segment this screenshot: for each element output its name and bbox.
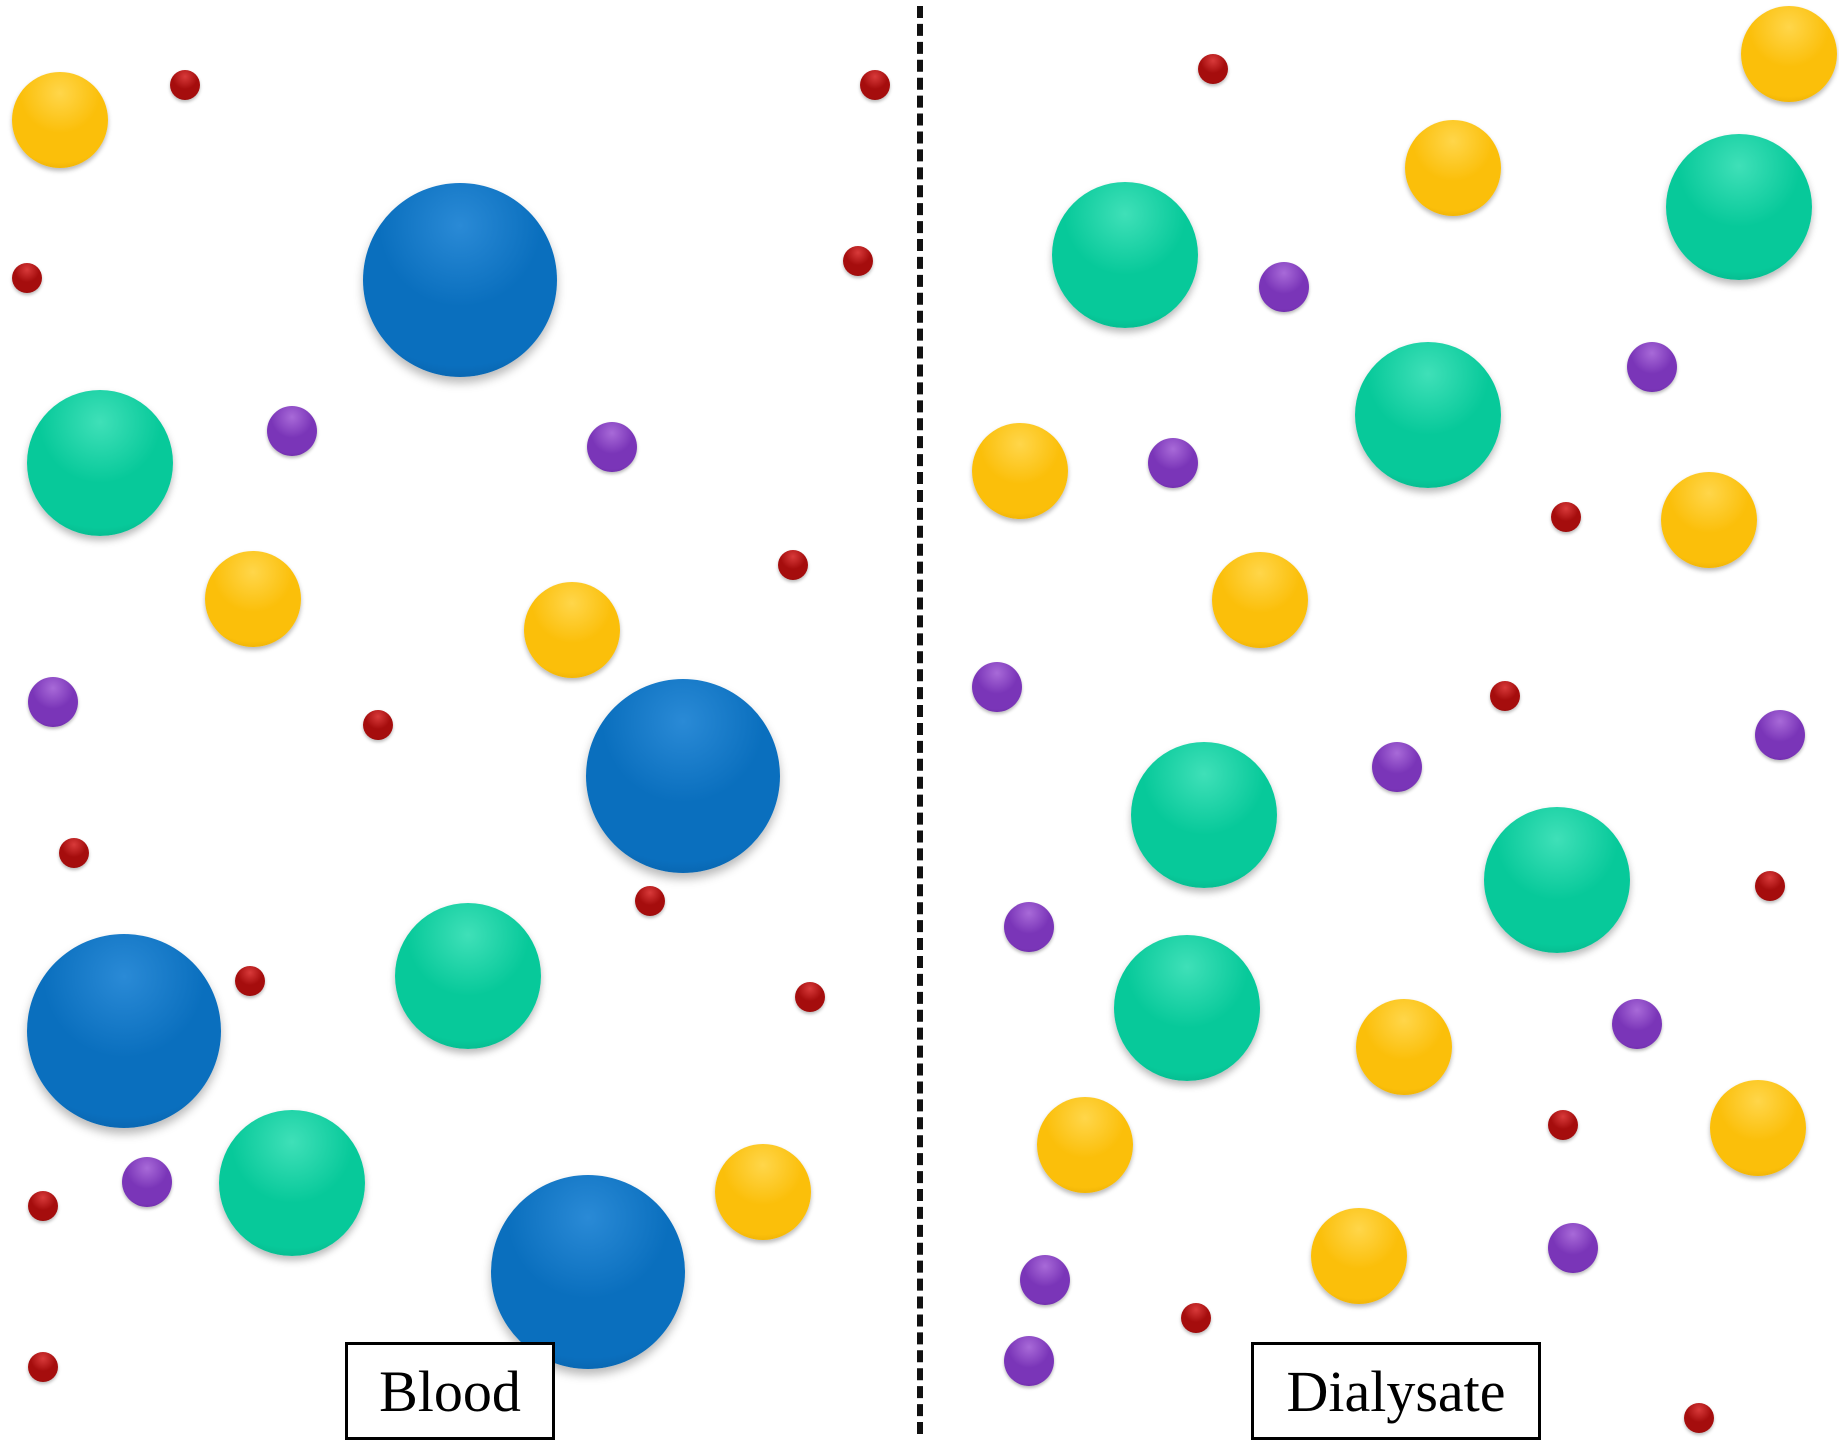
solute-sphere [1661,472,1757,568]
small-solute-sphere [1548,1223,1598,1273]
large-molecule-sphere [363,183,557,377]
tiny-solute-sphere [363,710,393,740]
solute-sphere [524,582,620,678]
tiny-solute-sphere [12,263,42,293]
solute-sphere [1212,552,1308,648]
medium-molecule-sphere [27,390,173,536]
tiny-solute-sphere [1684,1403,1714,1433]
solute-sphere [1405,120,1501,216]
small-solute-sphere [1372,742,1422,792]
medium-molecule-sphere [1052,182,1198,328]
large-molecule-sphere [586,679,780,873]
tiny-solute-sphere [28,1191,58,1221]
small-solute-sphere [122,1157,172,1207]
tiny-solute-sphere [59,838,89,868]
tiny-solute-sphere [795,982,825,1012]
tiny-solute-sphere [635,886,665,916]
solute-sphere [1311,1208,1407,1304]
solute-sphere [205,551,301,647]
medium-molecule-sphere [395,903,541,1049]
solute-sphere [972,423,1068,519]
medium-molecule-sphere [219,1110,365,1256]
medium-molecule-sphere [1666,134,1812,280]
tiny-solute-sphere [1181,1303,1211,1333]
small-solute-sphere [28,677,78,727]
tiny-solute-sphere [28,1352,58,1382]
medium-molecule-sphere [1484,807,1630,953]
semipermeable-membrane [917,6,923,1434]
small-solute-sphere [1627,342,1677,392]
tiny-solute-sphere [1490,681,1520,711]
tiny-solute-sphere [170,70,200,100]
solute-sphere [1356,999,1452,1095]
large-molecule-sphere [27,934,221,1128]
small-solute-sphere [1612,999,1662,1049]
tiny-solute-sphere [1755,871,1785,901]
small-solute-sphere [1259,262,1309,312]
small-solute-sphere [267,406,317,456]
solute-sphere [715,1144,811,1240]
tiny-solute-sphere [860,70,890,100]
solute-sphere [1710,1080,1806,1176]
solute-sphere [12,72,108,168]
tiny-solute-sphere [843,246,873,276]
small-solute-sphere [1148,438,1198,488]
small-solute-sphere [972,662,1022,712]
small-solute-sphere [1755,710,1805,760]
medium-molecule-sphere [1355,342,1501,488]
small-solute-sphere [1004,1336,1054,1386]
blood-label: Blood [345,1342,555,1440]
solute-sphere [1037,1097,1133,1193]
tiny-solute-sphere [1198,54,1228,84]
medium-molecule-sphere [1114,935,1260,1081]
tiny-solute-sphere [235,966,265,996]
large-molecule-sphere [491,1175,685,1369]
medium-molecule-sphere [1131,742,1277,888]
small-solute-sphere [587,422,637,472]
tiny-solute-sphere [1548,1110,1578,1140]
tiny-solute-sphere [778,550,808,580]
tiny-solute-sphere [1551,502,1581,532]
dialysate-label: Dialysate [1251,1342,1541,1440]
solute-sphere [1741,6,1837,102]
small-solute-sphere [1020,1255,1070,1305]
small-solute-sphere [1004,902,1054,952]
